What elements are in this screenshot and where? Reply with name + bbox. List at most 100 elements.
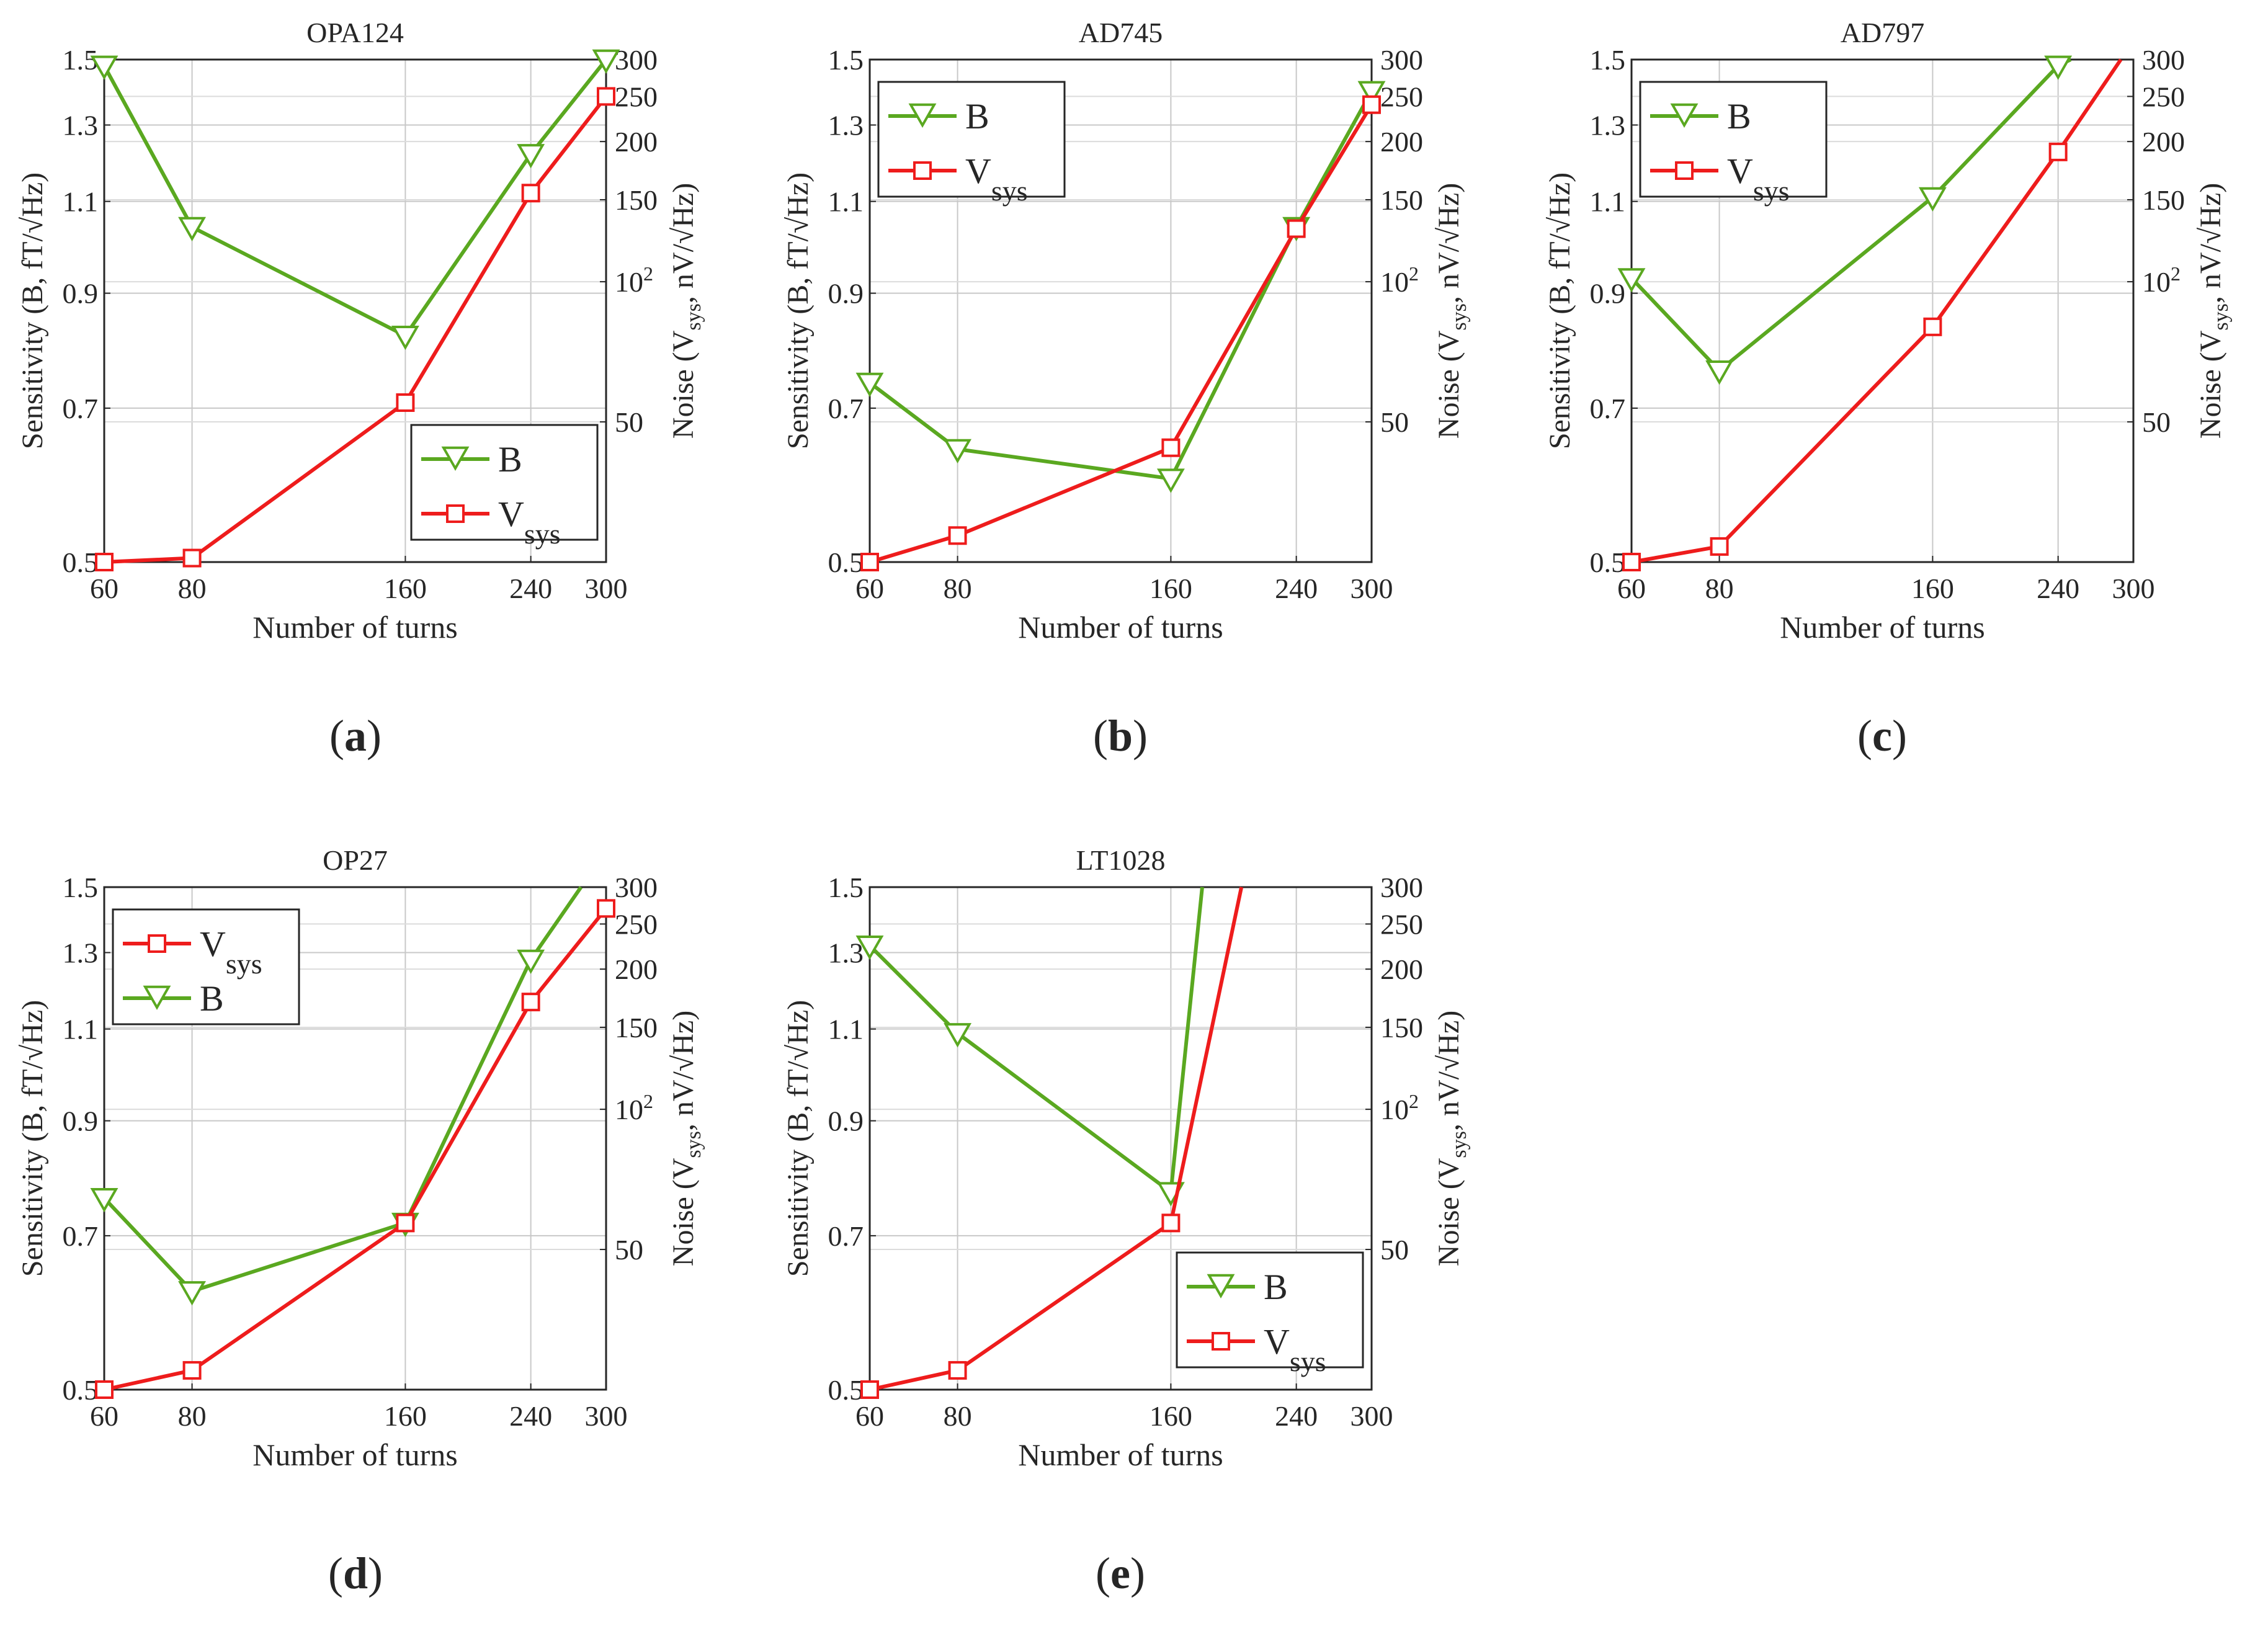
data-point-Vsys [1923, 317, 1942, 336]
legend-marker-Vsys [913, 161, 932, 180]
data-point-Vsys [948, 526, 967, 545]
y-left-tick-label: 0.9 [828, 1106, 864, 1137]
series-Vsys [1622, 58, 2123, 571]
y-left-tick-label: 0.5 [63, 547, 99, 578]
x-axis-label: Number of turns [1018, 610, 1223, 645]
legend-box [1176, 1251, 1364, 1369]
x-tick-label: 240 [2037, 573, 2079, 604]
y-left-tick-label: 0.9 [63, 278, 99, 310]
x-tick-label: 240 [509, 573, 552, 604]
y-right-tick-label: 50 [2142, 406, 2171, 438]
y-right-tick-label: 102 [615, 1090, 653, 1125]
data-point-B [90, 1188, 118, 1213]
series-line-Vsys [869, 887, 1244, 1391]
legend-box [1639, 81, 1828, 198]
y-right-axis-label: Noise (Vsys, nV/√Hz) [2194, 183, 2233, 439]
y-right-tick-label: 250 [1380, 908, 1423, 940]
y-left-tick-label: 0.7 [63, 1220, 99, 1252]
y-right-tick-label: 50 [1380, 1234, 1409, 1266]
x-tick-label: 300 [585, 573, 628, 604]
y-left-tick-label: 0.7 [63, 393, 99, 424]
series-Vsys [95, 899, 615, 1399]
y-right-axis-label: Noise (Vsys, nV/√Hz) [1432, 1011, 1471, 1266]
data-point-Vsys [860, 1380, 879, 1399]
legend-label-B: B [965, 96, 989, 136]
chart-panel-e: LT1028 60 80 160 240 300 0.5 0.7 0.9 1.1 1.3 1.5 50 1… [782, 844, 1471, 1472]
data-point-Vsys [860, 553, 879, 571]
y-right-tick-label: 250 [1380, 81, 1423, 112]
y-right-tick-label: 200 [1380, 954, 1423, 985]
y-left-tick-label: 0.9 [828, 278, 864, 310]
data-point-B [2044, 55, 2073, 80]
panel-caption-d: (d) [328, 1548, 383, 1598]
data-point-B [178, 217, 207, 242]
x-axis-label: Number of turns [252, 610, 458, 645]
y-left-axis-label: Sensitivity (B, fT/√Hz) [782, 1000, 815, 1277]
y-left-tick-label: 0.5 [1590, 547, 1626, 578]
data-point-Vsys [2048, 142, 2068, 161]
legend: B Vsys [410, 424, 599, 550]
chart-panel-d: OP27 60 80 160 240 300 0.5 0.7 0.9 1.1 1.3 1.5 50 102… [16, 844, 705, 1472]
axes-box [103, 58, 607, 563]
x-tick-label: 300 [1351, 573, 1393, 604]
y-left-tick-label: 0.5 [828, 547, 864, 578]
legend-label-Vsys: Vsys [200, 924, 262, 980]
data-point-Vsys [95, 553, 114, 571]
y-left-tick-label: 0.7 [828, 1220, 864, 1252]
series-B [1617, 55, 2073, 385]
data-point-Vsys [948, 1360, 967, 1380]
y-left-tick-label: 1.1 [828, 1014, 864, 1045]
data-point-B [90, 55, 118, 80]
data-point-Vsys [1362, 95, 1381, 114]
legend: B Vsys [1176, 1251, 1364, 1377]
x-tick-label: 160 [384, 573, 427, 604]
y-left-tick-label: 1.3 [1590, 110, 1626, 141]
data-point-Vsys [182, 548, 202, 568]
y-left-tick-label: 1.3 [63, 110, 99, 141]
y-left-tick-label: 0.9 [1590, 278, 1626, 310]
data-point-Vsys [521, 184, 540, 203]
series-Vsys [860, 887, 1244, 1399]
data-point-Vsys [182, 1360, 202, 1380]
x-tick-label: 160 [1150, 573, 1192, 604]
data-point-B [517, 144, 545, 169]
data-point-Vsys [1161, 438, 1181, 457]
y-right-tick-label: 150 [2142, 184, 2185, 216]
data-point-Vsys [95, 1380, 114, 1399]
legend-label-Vsys: Vsys [498, 494, 561, 550]
data-point-Vsys [396, 393, 415, 412]
y-left-tick-label: 0.7 [1590, 393, 1626, 424]
data-point-B [944, 439, 972, 464]
y-right-tick-label: 102 [1380, 262, 1419, 298]
y-right-axis-label: Noise (Vsys, nV/√Hz) [1432, 183, 1471, 439]
y-left-tick-label: 0.7 [828, 393, 864, 424]
legend-box [410, 424, 599, 541]
legend-marker-B [441, 446, 470, 471]
panel-caption-a: (a) [329, 711, 382, 761]
legend-marker-B [1207, 1274, 1235, 1299]
x-axis-label: Number of turns [1018, 1437, 1223, 1472]
legend-marker-Vsys [1675, 161, 1694, 180]
series-line-B [868, 887, 1204, 1194]
axes-box [103, 886, 607, 1391]
x-tick-label: 60 [90, 573, 118, 604]
y-left-tick-label: 0.5 [828, 1374, 864, 1406]
data-point-B [855, 372, 884, 397]
legend-label-B: B [1264, 1267, 1288, 1307]
data-point-B [855, 936, 884, 960]
x-tick-label: 60 [90, 1400, 118, 1432]
y-right-tick-label: 300 [2142, 44, 2185, 76]
y-left-tick-label: 1.5 [828, 872, 864, 903]
x-tick-label: 160 [1911, 573, 1954, 604]
x-tick-label: 240 [1275, 1400, 1318, 1432]
y-left-tick-label: 1.5 [1590, 44, 1626, 76]
y-left-tick-label: 1.3 [828, 110, 864, 141]
y-right-tick-label: 50 [615, 1234, 643, 1266]
chart-title: OP27 [323, 844, 388, 876]
axes-box [1630, 58, 2135, 563]
y-right-tick-label: 50 [615, 406, 643, 438]
y-left-tick-label: 1.5 [828, 44, 864, 76]
chart-title: OPA124 [306, 17, 404, 48]
